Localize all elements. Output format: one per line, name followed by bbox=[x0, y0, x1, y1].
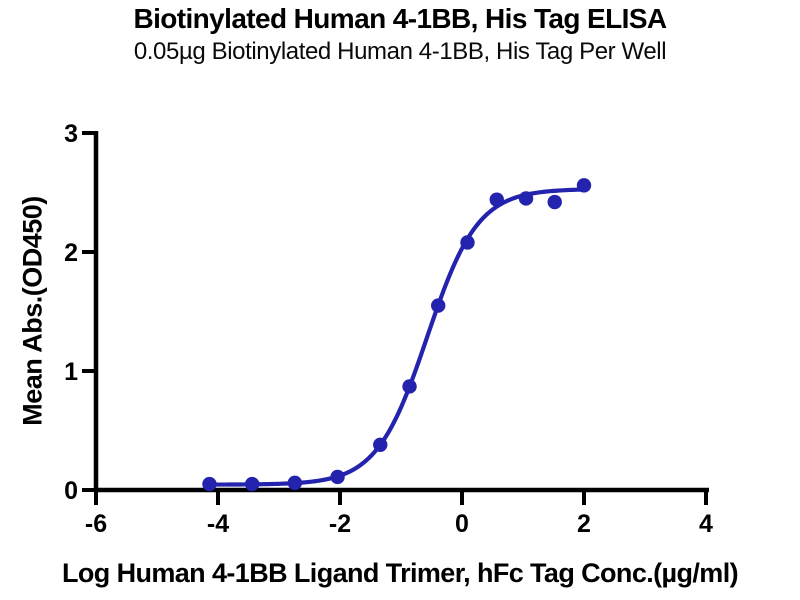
x-tick-label: 2 bbox=[577, 510, 591, 538]
x-axis-label: Log Human 4-1BB Ligand Trimer, hFc Tag C… bbox=[61, 558, 739, 588]
data-point bbox=[489, 192, 504, 207]
data-point bbox=[402, 379, 417, 394]
x-tick-label: 0 bbox=[455, 510, 469, 538]
data-point bbox=[547, 194, 562, 210]
data-point bbox=[287, 475, 303, 491]
x-tick-label: -2 bbox=[329, 510, 351, 538]
fit-curve bbox=[207, 187, 587, 487]
data-point bbox=[518, 191, 534, 206]
y-tick-label: 1 bbox=[64, 358, 78, 386]
data-point bbox=[431, 298, 446, 313]
y-tick-label: 2 bbox=[64, 239, 78, 267]
data-point bbox=[330, 469, 345, 485]
chart-title: Biotinylated Human 4-1BB, His Tag ELISA bbox=[133, 3, 667, 34]
chart-subtitle: 0.05µg Biotinylated Human 4-1BB, His Tag… bbox=[133, 38, 667, 65]
data-point bbox=[460, 235, 475, 250]
y-tick-label: 3 bbox=[64, 120, 78, 148]
y-tick-label: 0 bbox=[64, 477, 78, 505]
x-tick-label: -6 bbox=[85, 510, 107, 538]
data-point bbox=[576, 178, 592, 193]
data-point bbox=[244, 476, 260, 492]
x-tick-label: 4 bbox=[699, 510, 713, 538]
x-tick-label: -4 bbox=[207, 510, 229, 538]
data-point bbox=[202, 476, 217, 492]
data-point bbox=[373, 437, 388, 452]
